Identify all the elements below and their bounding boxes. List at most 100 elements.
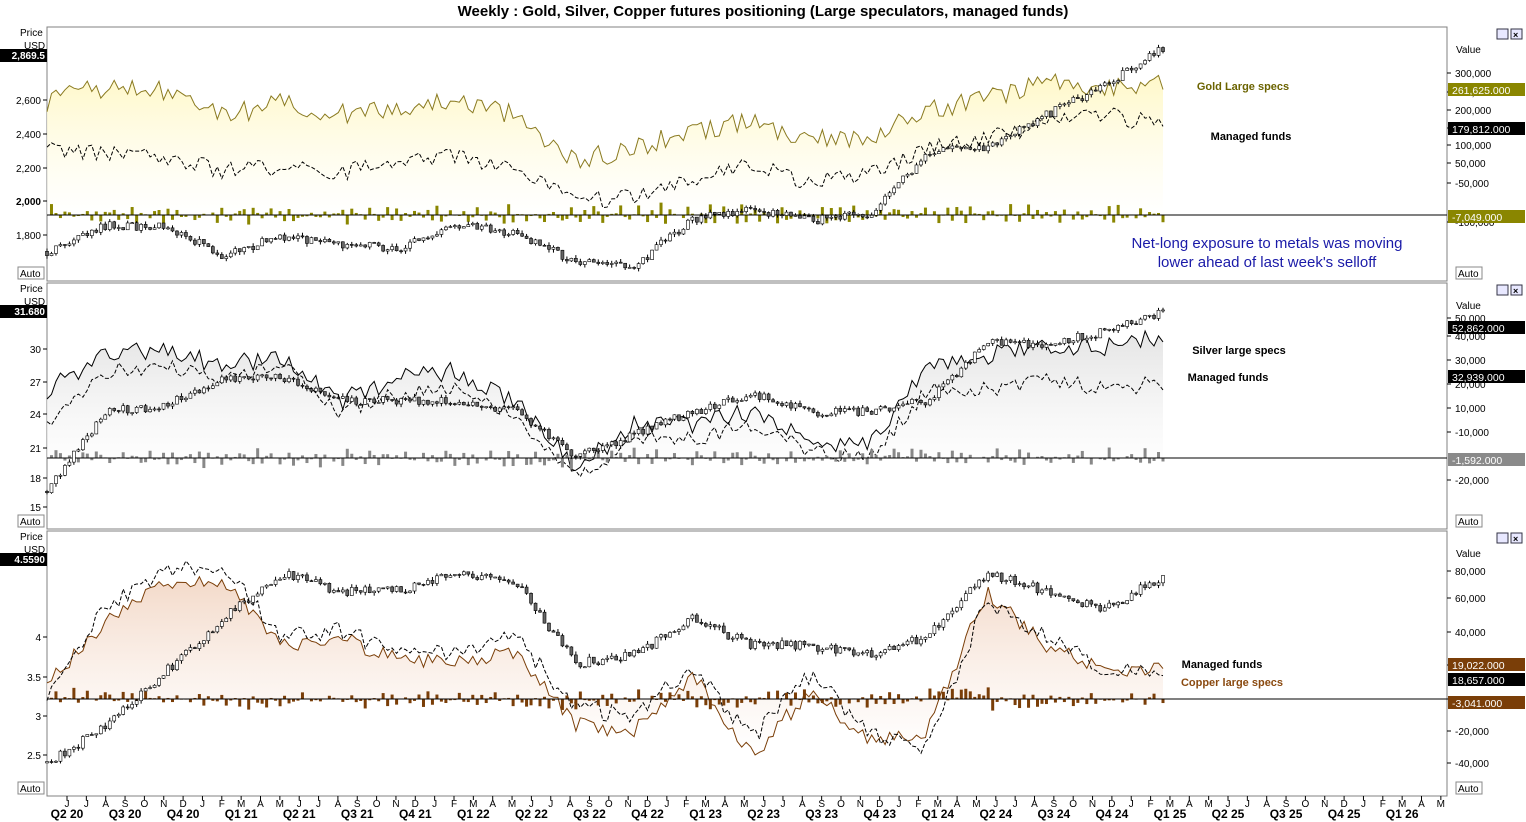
change-bar — [932, 211, 936, 216]
change-bar — [117, 699, 121, 701]
close-glyph[interactable]: × — [1513, 286, 1518, 296]
candle-body — [816, 221, 820, 225]
candle-body — [914, 637, 919, 645]
change-bar — [583, 699, 587, 701]
change-bar — [776, 458, 780, 465]
change-bar — [1076, 211, 1080, 216]
change-bar — [269, 453, 273, 459]
auto-scale-button[interactable] — [17, 514, 45, 528]
month-label: M — [740, 799, 748, 810]
price-tick-label: 3 — [35, 712, 41, 723]
close-icon[interactable] — [1510, 284, 1523, 296]
candle-body — [686, 411, 690, 419]
change-bar — [906, 699, 910, 702]
change-bar — [1058, 215, 1062, 223]
change-bar — [605, 458, 609, 463]
change-bar — [462, 211, 466, 216]
change-bar — [466, 458, 470, 466]
change-bar — [81, 697, 85, 700]
change-bar — [767, 691, 771, 700]
change-bar — [744, 215, 748, 223]
close-glyph[interactable]: × — [1513, 534, 1518, 544]
value-tick-label: -40,000 — [1455, 759, 1489, 770]
candle-body — [264, 374, 269, 379]
candle-body — [842, 408, 847, 412]
change-bar — [883, 699, 887, 705]
candle-body — [453, 574, 457, 576]
auto-scale-label[interactable]: Auto — [20, 269, 41, 280]
change-bar — [569, 458, 573, 470]
candle-body — [981, 145, 986, 152]
candle-body — [883, 406, 887, 409]
candle-body — [502, 579, 506, 581]
auto-scale-label[interactable]: Auto — [1458, 784, 1479, 795]
candle-body — [914, 399, 919, 401]
candle-body — [730, 397, 735, 403]
change-bar — [695, 699, 699, 708]
auto-scale-label[interactable]: Auto — [20, 517, 41, 528]
month-label: D — [1340, 799, 1347, 810]
change-bar — [175, 458, 179, 465]
change-bar — [516, 694, 520, 700]
auto-scale-button[interactable] — [17, 781, 45, 795]
candle-body — [851, 649, 856, 656]
change-bar — [238, 699, 242, 707]
change-bar — [1062, 209, 1066, 216]
quarter-label: Q4 24 — [1096, 807, 1129, 821]
change-bar — [278, 211, 282, 216]
change-bar — [413, 458, 417, 461]
candle-body — [605, 657, 610, 660]
change-bar — [785, 215, 789, 220]
change-bar — [175, 209, 179, 216]
change-bar — [193, 458, 197, 464]
value-tick-label: 60,000 — [1455, 594, 1486, 605]
change-bar — [197, 215, 201, 218]
change-bar — [350, 208, 354, 216]
change-bar — [511, 699, 515, 707]
value-badge-text: -3,041.000 — [1452, 698, 1502, 710]
change-bar — [466, 215, 470, 222]
auto-scale-button[interactable] — [1455, 781, 1483, 795]
change-bar — [1143, 699, 1147, 705]
close-icon[interactable] — [1510, 28, 1523, 40]
month-label: A — [1263, 799, 1270, 810]
auto-scale-button[interactable] — [17, 266, 45, 280]
change-bar — [932, 695, 936, 700]
auto-scale-label[interactable]: Auto — [1458, 269, 1479, 280]
value-label: Value — [1456, 549, 1481, 560]
change-bar — [502, 458, 506, 467]
restore-icon[interactable] — [1496, 532, 1509, 544]
candle-body — [883, 195, 887, 205]
candle-body — [605, 262, 610, 265]
auto-scale-button[interactable] — [1455, 266, 1483, 280]
auto-scale-button[interactable] — [1455, 514, 1483, 528]
close-icon[interactable] — [1510, 532, 1523, 544]
price-label: Price — [20, 532, 43, 543]
restore-icon[interactable] — [1496, 284, 1509, 296]
candle-body — [574, 258, 578, 262]
legend-label: Managed funds — [1182, 659, 1263, 671]
change-bar — [569, 699, 573, 704]
change-bar — [1036, 699, 1040, 707]
candle-body — [981, 345, 986, 350]
close-glyph[interactable]: × — [1513, 30, 1518, 40]
change-bar — [76, 458, 80, 463]
change-bar — [551, 699, 555, 701]
candle-body — [161, 675, 166, 679]
change-bar — [619, 452, 623, 459]
candle-body — [892, 187, 896, 194]
candle-body — [219, 621, 224, 627]
change-bar — [596, 699, 600, 706]
candle-body — [914, 164, 919, 174]
change-bar — [802, 458, 806, 462]
candle-body — [591, 656, 596, 664]
change-bar — [968, 206, 972, 216]
candle-body — [591, 447, 596, 451]
candle-body — [990, 572, 995, 577]
restore-icon[interactable] — [1496, 28, 1509, 40]
auto-scale-label[interactable]: Auto — [20, 784, 41, 795]
change-bar — [628, 699, 632, 702]
auto-scale-label[interactable]: Auto — [1458, 517, 1479, 528]
change-bar — [206, 452, 210, 459]
value-badge — [1448, 321, 1525, 334]
